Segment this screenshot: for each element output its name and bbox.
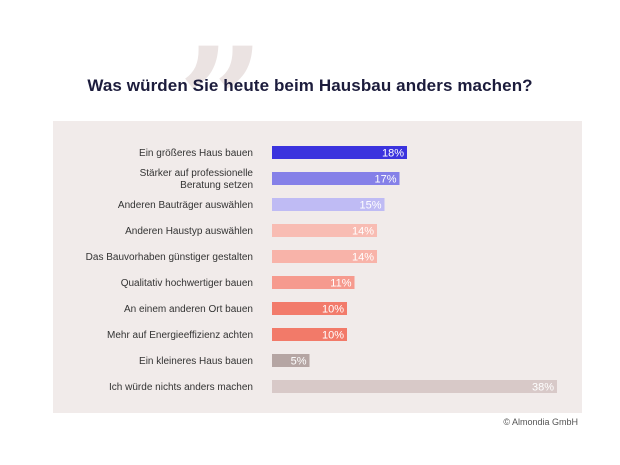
bar (272, 198, 385, 211)
value-label: 10% (322, 330, 344, 342)
value-label: 14% (352, 226, 374, 238)
value-label: 5% (291, 356, 307, 368)
value-label: 18% (382, 148, 404, 160)
bar (272, 172, 400, 185)
value-label: 11% (330, 278, 351, 290)
bar (272, 250, 377, 263)
value-label: 14% (352, 252, 374, 264)
value-label: 38% (532, 382, 554, 394)
bar (272, 224, 377, 237)
category-label: Qualitativ hochwertiger bauen (121, 278, 253, 289)
category-label: Stärker auf professionelle Beratung setze… (140, 168, 254, 191)
category-label-line: Beratung setzen (180, 180, 253, 191)
category-label: Das Bauvorhaben günstiger gestalten (86, 252, 253, 263)
bar (272, 146, 407, 159)
bar (272, 354, 310, 367)
bar (272, 380, 557, 393)
bar (272, 276, 355, 289)
bar (272, 328, 347, 341)
category-label: Ich würde nichts anders machen (109, 382, 253, 393)
category-label: Mehr auf Energieeffizienz achten (107, 330, 253, 341)
chart-panel (53, 121, 582, 413)
copyright-text: © Almondia GmbH (503, 417, 578, 427)
category-label-line: Stärker auf professionelle (140, 168, 254, 179)
category-label: Anderen Bauträger auswählen (118, 200, 253, 211)
category-label: Anderen Haustyp auswählen (125, 226, 253, 237)
value-label: 15% (359, 200, 381, 212)
value-label: 17% (374, 174, 396, 186)
category-label: Ein kleineres Haus bauen (139, 356, 253, 367)
bar (272, 302, 347, 315)
chart-title: Was würden Sie heute beim Hausbau anders… (87, 76, 533, 95)
value-label: 10% (322, 304, 344, 316)
category-label: Ein größeres Haus bauen (139, 148, 253, 159)
category-label: An einem anderen Ort bauen (124, 304, 253, 315)
